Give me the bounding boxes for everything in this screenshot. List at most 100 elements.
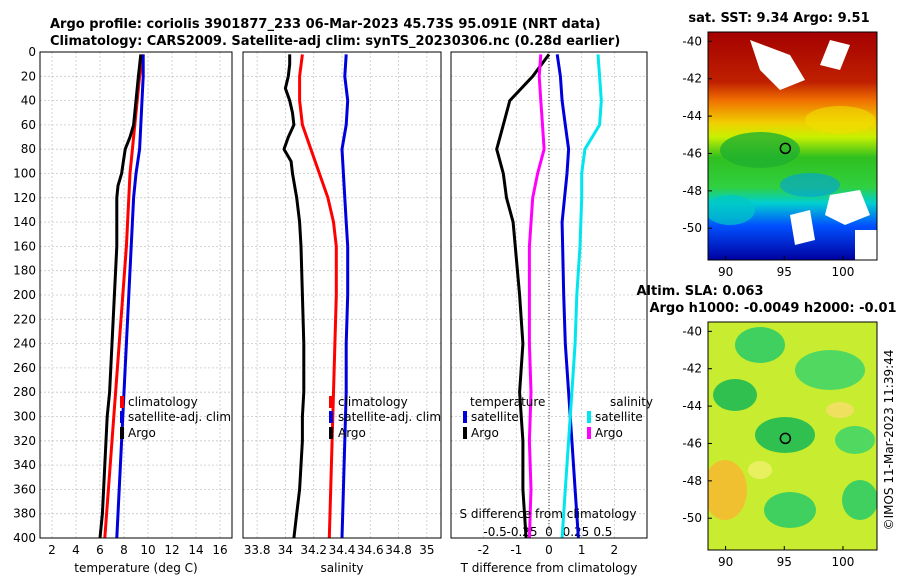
sla-blob — [748, 461, 772, 479]
y-tick-label: 380 — [13, 507, 36, 521]
top-tick-label: -0.5 — [483, 525, 506, 539]
y-tick-label: 120 — [13, 191, 36, 205]
y-tick-label: 280 — [13, 385, 36, 399]
sst-patch — [708, 195, 755, 225]
salinity-panel: 33.8 34 34.2 34.4 34.6 34.8 35 salinity — [242, 51, 442, 575]
panel-frame — [39, 51, 233, 539]
y-tick-label: 20 — [21, 69, 36, 83]
map-y-tick-label: -46 — [682, 436, 702, 450]
sst-patches — [708, 40, 877, 260]
map-y-tick-label: -50 — [682, 511, 702, 525]
map-y-tick-label: -44 — [682, 399, 702, 413]
map-x-tick-label: 95 — [777, 265, 792, 279]
y-tick-label: 300 — [13, 410, 36, 424]
sla-blob — [755, 417, 815, 453]
temperature-legend: climatology satellite-adj. clim Argo — [120, 395, 231, 440]
sla-blob — [842, 480, 877, 520]
x-axis-label: T difference from climatology — [460, 561, 638, 575]
x-tick-label: 34.4 — [329, 543, 356, 557]
sla-map-frame — [707, 321, 878, 551]
y-tick-label: 360 — [13, 482, 36, 496]
legend-label-sal-satellite: satellite — [595, 410, 643, 424]
legend-label-climatology: climatology — [338, 395, 408, 409]
argo-float-marker — [779, 142, 792, 155]
map-y-tick-label: -48 — [682, 184, 702, 198]
y-tick-label: 200 — [13, 288, 36, 302]
y-tick-label: 320 — [13, 434, 36, 448]
x-tick-label: -2 — [478, 543, 490, 557]
legend-title-salinity: salinity — [610, 395, 653, 409]
sst-map-title: sat. SST: 9.34 Argo: 9.51 — [688, 11, 869, 26]
series-line-salinity-argo — [527, 54, 546, 539]
x-tick-label: 34.6 — [357, 543, 384, 557]
map-y-tick-label: -48 — [682, 474, 702, 488]
legend-swatch-climatology — [120, 396, 124, 408]
sst-cloud-mask — [825, 190, 870, 225]
series-line-temperature-argo — [495, 53, 551, 539]
y-tick-label: 160 — [13, 239, 36, 253]
sla-blob — [735, 327, 785, 363]
map-y-tick-label: -40 — [682, 324, 702, 338]
y-tick-label: 60 — [21, 118, 36, 132]
legend-label-satellite-adj: satellite-adj. clim — [338, 410, 441, 424]
x-tick-label: 1 — [578, 543, 586, 557]
difference-legend: temperature salinity satellite Argo sate… — [463, 395, 653, 440]
y-tick-label: 220 — [13, 312, 36, 326]
x-tick-label: 34.2 — [300, 543, 327, 557]
x-axis-label: salinity — [320, 561, 363, 575]
argo-float-marker — [779, 432, 792, 445]
x-tick-label: 8 — [120, 543, 128, 557]
panel-frame — [242, 51, 442, 539]
sst-patch — [805, 106, 875, 134]
map-y-tick-label: -50 — [682, 221, 702, 235]
legend-label-temp-satellite: satellite — [471, 410, 519, 424]
y-tick-label: 40 — [21, 94, 36, 108]
sst-patch — [720, 132, 800, 168]
sla-blob — [708, 460, 747, 520]
sla-blob — [764, 492, 816, 528]
map-x-tick-label: 95 — [777, 555, 792, 569]
series-line-satellite-adj-clim — [115, 54, 145, 539]
sla-map-title-line2: Argo h1000: -0.0049 h2000: -0.01 — [649, 301, 896, 316]
x-axis-label: temperature (deg C) — [74, 561, 197, 575]
legend-swatch-temp-satellite — [463, 411, 467, 423]
sla-blob — [795, 350, 865, 390]
x-tick-label: -1 — [510, 543, 522, 557]
series-line-climatology — [298, 54, 338, 539]
series-line-salinity-satellite — [560, 54, 603, 539]
difference-panel: -2 -1 0 1 2-0.5 -0.25 0 0.25 0.5T difference fro… — [450, 51, 648, 575]
x-tick-label: 16 — [212, 543, 227, 557]
legend-label-sal-argo: Argo — [595, 426, 623, 440]
x-tick-label: 34 — [278, 543, 293, 557]
figure-title-line2: Climatology: CARS2009. Satellite-adj cli… — [50, 34, 620, 49]
panel-frame — [450, 51, 648, 539]
sst-cloud-mask — [820, 40, 850, 70]
s-difference-label: S difference from climatology — [460, 507, 637, 521]
legend-swatch-climatology — [329, 396, 333, 408]
map-x-tick-label: 100 — [832, 265, 855, 279]
map-x-tick-label: 90 — [718, 265, 733, 279]
legend-label-satellite-adj: satellite-adj. clim — [128, 410, 231, 424]
y-tick-label: 400 — [13, 531, 36, 545]
map-y-tick-label: -42 — [682, 362, 702, 376]
x-tick-label: 2 — [611, 543, 619, 557]
top-tick-label: 0.25 — [563, 525, 590, 539]
legend-label-temp-argo: Argo — [471, 426, 499, 440]
sla-map: 90 95 100 -40 -42 -44 -46 -48 -50 — [682, 321, 878, 569]
series-line-argo — [282, 54, 306, 539]
legend-swatch-sal-satellite — [587, 411, 591, 423]
map-y-tick-label: -44 — [682, 109, 702, 123]
top-tick-label: -0.25 — [507, 525, 538, 539]
legend-swatch-satellite-adj — [329, 411, 333, 423]
x-tick-label: 6 — [96, 543, 104, 557]
y-tick-label: 140 — [13, 215, 36, 229]
salinity-legend: climatology satellite-adj. clim Argo — [329, 395, 441, 440]
sst-cloud-mask — [790, 210, 815, 245]
temperature-panel: 0 20 40 60 80 100 120 140 160 180 200 220 240 260 280 3… — [13, 45, 233, 575]
sla-blob — [713, 379, 757, 411]
map-y-tick-label: -46 — [682, 146, 702, 160]
legend-label-argo: Argo — [338, 426, 366, 440]
x-tick-label: 34.8 — [385, 543, 412, 557]
y-tick-label: 240 — [13, 337, 36, 351]
y-tick-label: 80 — [21, 142, 36, 156]
